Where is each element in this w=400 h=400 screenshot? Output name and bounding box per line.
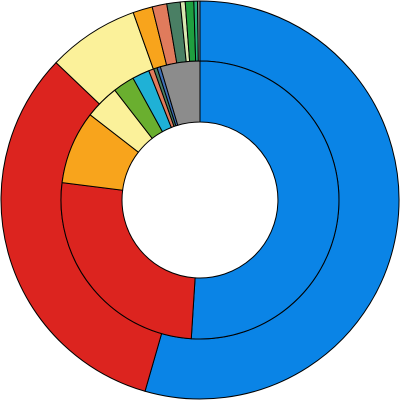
inner-ring-slice-1 <box>190 60 340 340</box>
inner-ring-slice-2 <box>60 182 196 340</box>
inner-ring-slice-10 <box>159 60 201 126</box>
inner-ring <box>60 60 340 340</box>
outer-ring-slice-10 <box>197 0 201 62</box>
